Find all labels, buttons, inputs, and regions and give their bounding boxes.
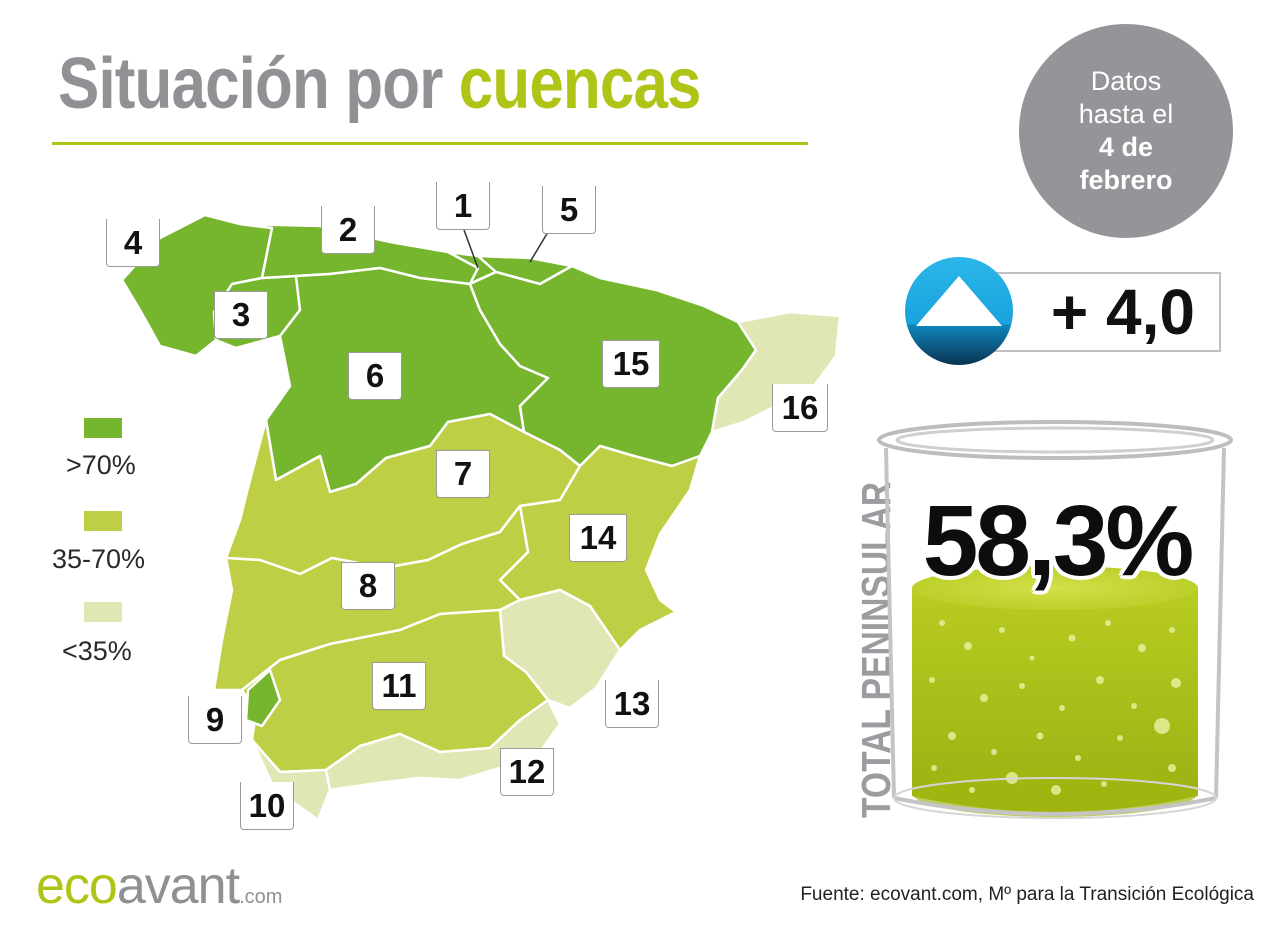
date-line-4: febrero	[1079, 165, 1173, 195]
source-note: Fuente: ecovant.com, Mº para la Transici…	[800, 884, 1254, 905]
basin-9-region	[244, 668, 282, 728]
basin-5-pointer	[529, 231, 549, 263]
logo-avant: avant	[116, 857, 240, 915]
reservoir-jar-icon	[877, 420, 1233, 819]
basin-tag-14: 14	[569, 514, 627, 562]
basin-tag-8: 8	[341, 562, 395, 610]
page-title: Situación por cuencas	[58, 36, 701, 132]
basin-tag-7: 7	[436, 450, 490, 498]
basin-tag-2: 2	[321, 206, 375, 254]
logo-com: .com	[239, 886, 283, 908]
date-line-1: Datos	[1090, 66, 1162, 96]
basin-tag-3: 3	[214, 291, 268, 339]
legend-swatch-mid	[84, 511, 122, 531]
basin-tag-12: 12	[500, 748, 554, 796]
basin-16-region	[710, 310, 842, 434]
basin-tag-9: 9	[188, 696, 242, 744]
legend-label-mid: 35-70%	[52, 544, 146, 574]
up-triangle-icon	[905, 257, 1013, 365]
ecoavant-logo: ecoavant.com	[36, 858, 282, 925]
legend-label-low: <35%	[62, 636, 132, 666]
basin-tag-15: 15	[602, 340, 660, 388]
weekly-change-box: + 4,0	[985, 272, 1221, 352]
legend-swatch-low	[84, 602, 122, 622]
legend-swatch-high	[84, 418, 122, 438]
date-line-2: hasta el	[1078, 99, 1174, 129]
title-part-1: Situación por	[58, 44, 443, 124]
title-underline	[52, 142, 808, 145]
basin-tag-11: 11	[372, 662, 426, 710]
basin-tag-4: 4	[106, 219, 160, 267]
logo-eco: eco	[36, 857, 118, 915]
date-badge: Datos hasta el 4 de febrero	[1019, 24, 1233, 238]
date-line-3: 4 de	[1098, 132, 1154, 162]
weekly-change-value: + 4,0	[1050, 276, 1195, 348]
basin-12-region	[324, 698, 562, 792]
basin-1-pointer	[463, 229, 479, 269]
title-part-2: cuencas	[458, 44, 702, 124]
total-percentage: 58,3%	[922, 485, 1195, 597]
legend-label-high: >70%	[66, 450, 136, 480]
basin-tag-1: 1	[436, 182, 490, 230]
basin-tag-10: 10	[240, 782, 294, 830]
basin-tag-16: 16	[772, 384, 828, 432]
basin-tag-13: 13	[605, 680, 659, 728]
basin-tag-6: 6	[348, 352, 402, 400]
basin-tag-5: 5	[542, 186, 596, 234]
